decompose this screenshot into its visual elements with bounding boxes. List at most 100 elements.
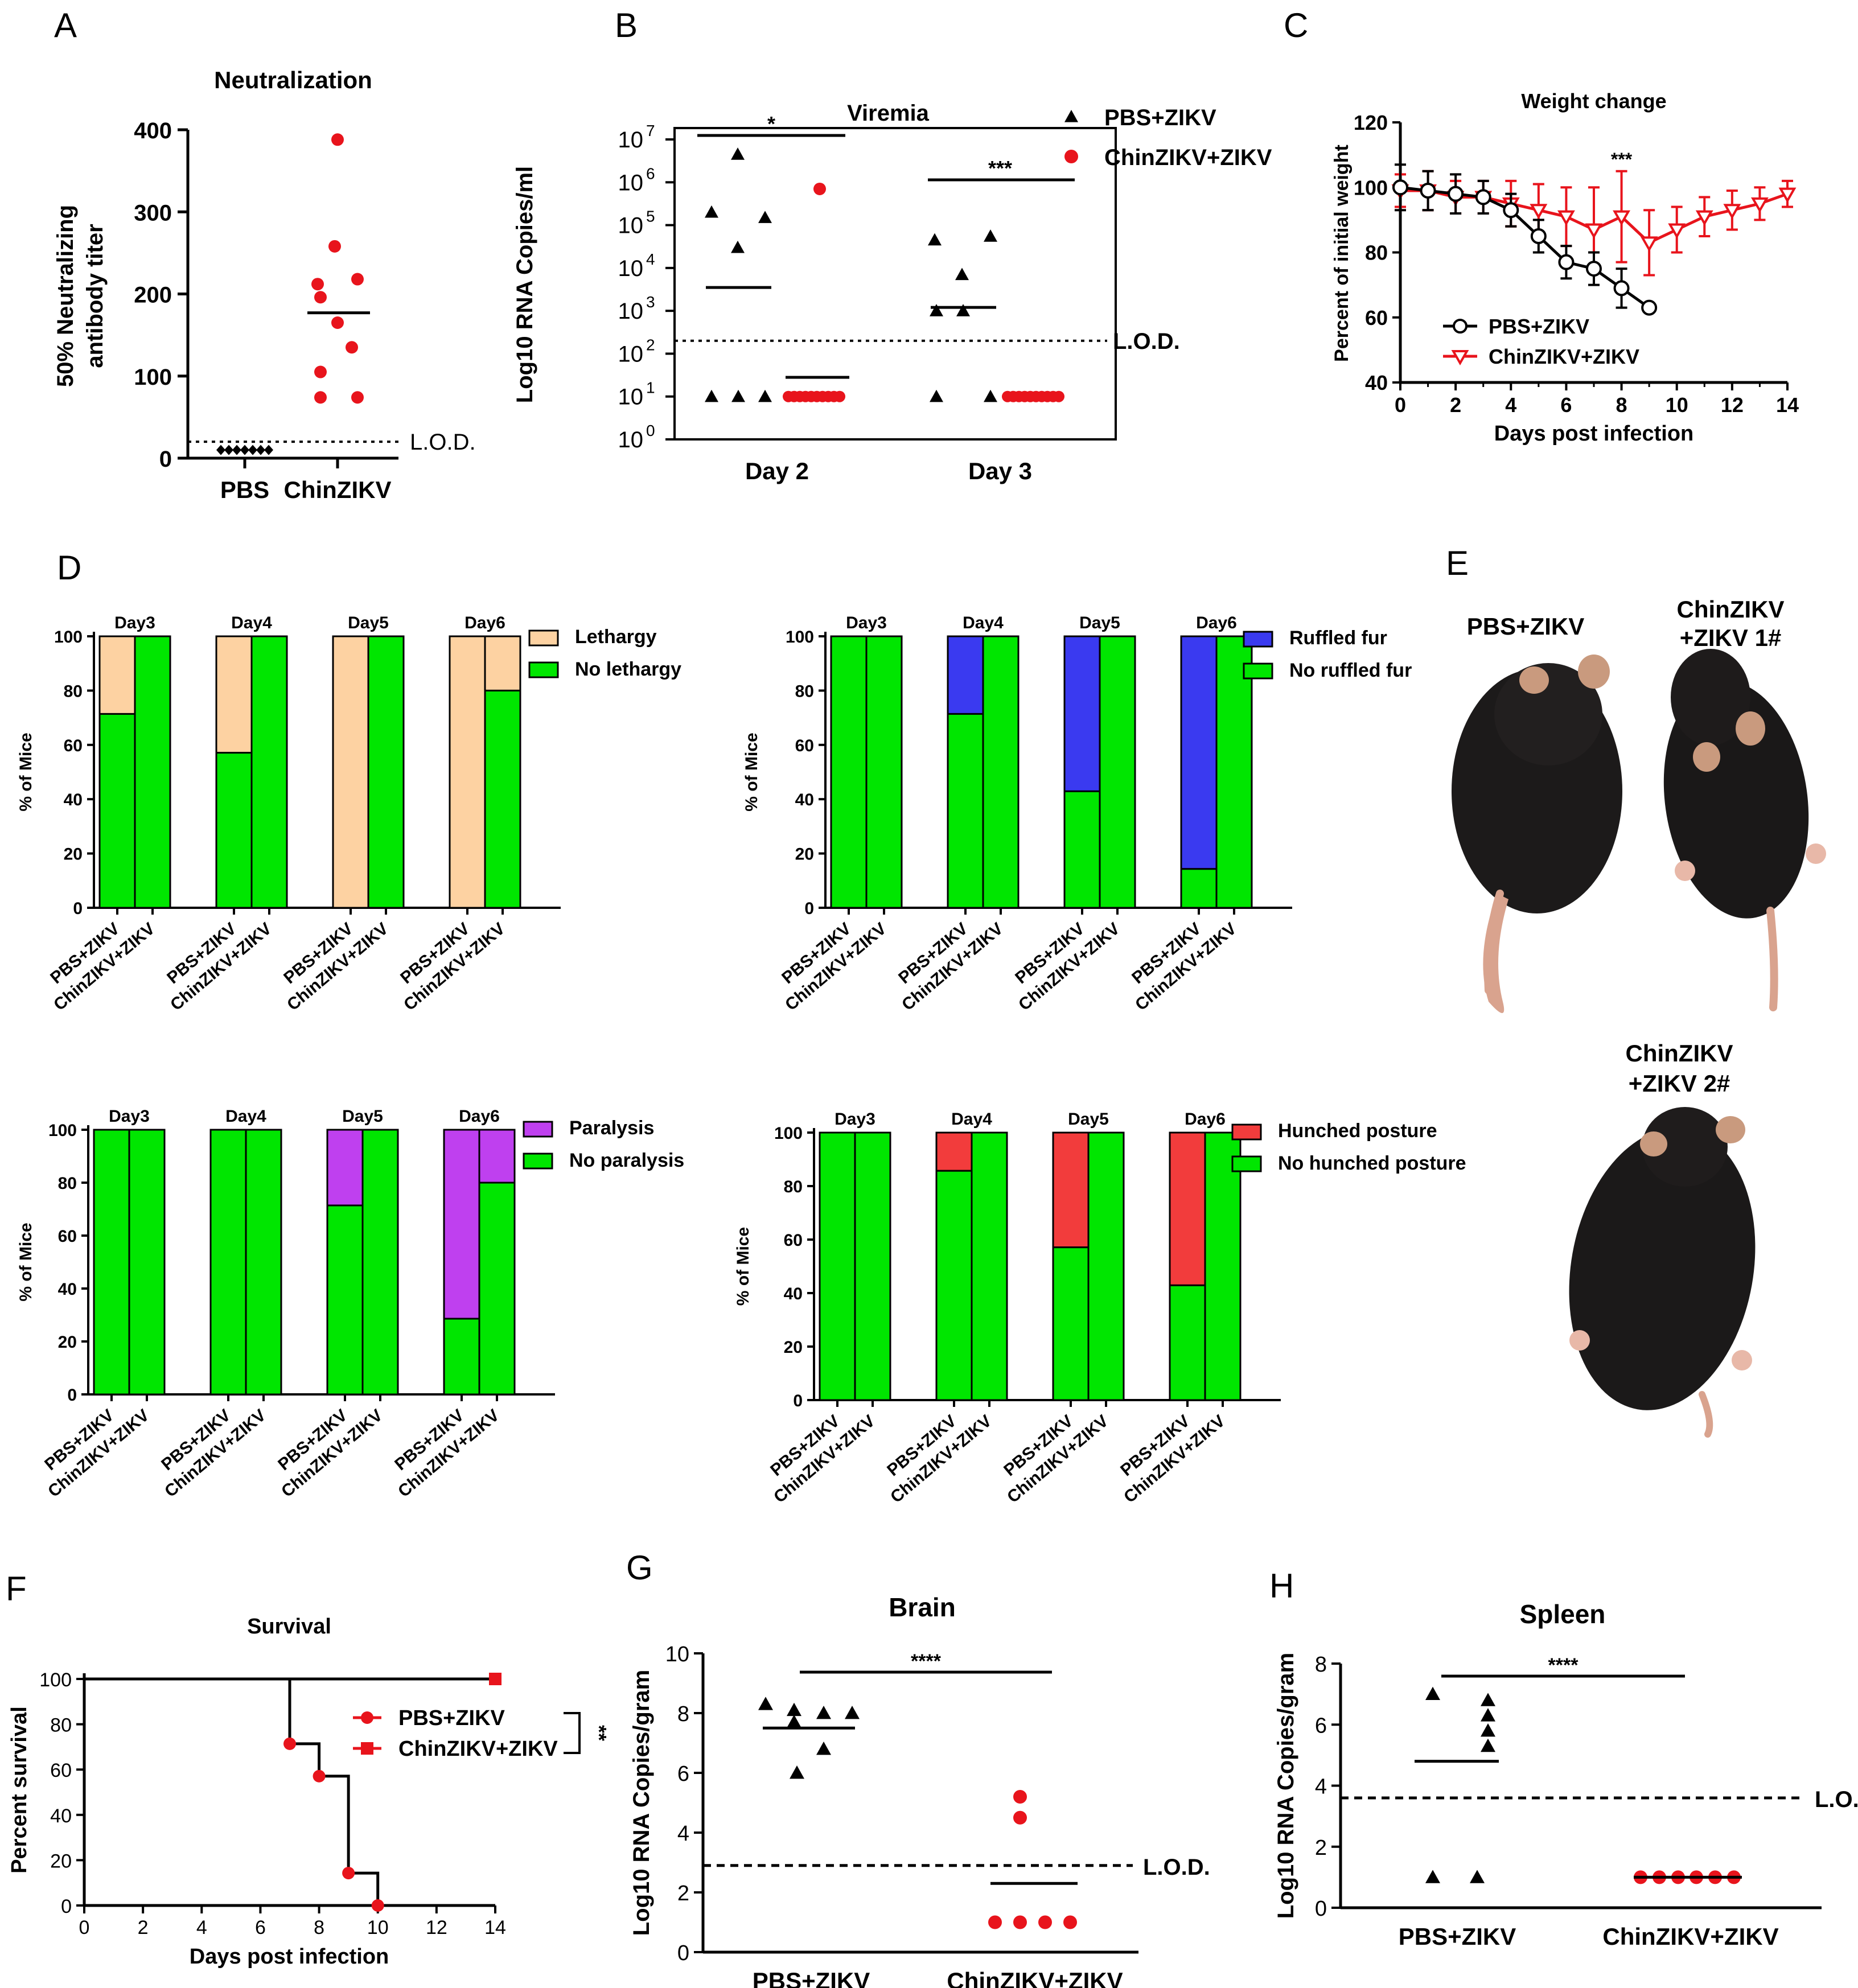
pbs-point [705,205,718,218]
pbs-point [758,1697,773,1710]
sig-label: **** [911,1651,942,1672]
legend-marker [1451,350,1469,366]
y-tick-label: 80 [50,1715,72,1736]
y-tick-label: 60 [784,1231,803,1250]
pbs-point [1558,254,1575,270]
chart-title: Spleen [1520,1599,1606,1629]
bar-segment-bottom [367,635,405,909]
chinzikv-point [1750,197,1769,213]
y-tick-label: 100 [786,628,814,647]
legend-label: No paralysis [569,1150,684,1171]
chinzikv-point [1038,1915,1052,1929]
pbs-point [1481,1723,1495,1737]
chinzikv-point [813,182,826,195]
panel-letter: A [54,6,77,44]
y-axis-label: antibody titer [83,224,108,368]
chinzikv-point [346,341,358,354]
panel-letter: C [1284,6,1308,44]
y-tick-label: 10 [618,256,644,281]
y-tick-label: 60 [50,1760,72,1781]
day-label: Day6 [464,614,505,632]
chinzikv-point [351,391,364,404]
chart-title: Brain [889,1592,956,1622]
legend-label: ChinZIKV+ZIKV [1104,145,1272,170]
bar-segment-top [1169,1131,1206,1286]
legend-swatch [528,629,559,647]
bar-segment-bottom [1099,635,1136,909]
pbs-line [1400,186,1650,309]
chinzikv-point [1695,210,1713,226]
bar-segment-top [98,635,136,715]
bar-segment-bottom [93,1129,130,1396]
y-tick-label: 100 [1354,176,1388,199]
panel-h: H Spleen 0 2 4 6 8 Log10 RNA Copies/gram PBS+ZIK… [1269,1567,1858,1950]
pbs-point [956,304,970,316]
legend-label: ChinZIKV+ZIKV [1489,345,1639,368]
x-axis-label: Days post infection [1494,422,1694,446]
pbs-point [930,389,943,402]
bar-segment-bottom [128,1129,166,1396]
y-tick-label: 120 [1354,111,1388,134]
y-tick-exponent: 6 [646,164,655,182]
pbs-point [1481,1693,1495,1706]
legend-marker [361,1711,373,1724]
y-tick-label: 10 [618,127,644,153]
pbs-point [1392,179,1408,196]
bar-segment-bottom [1180,868,1218,909]
bar-segment-bottom [935,1170,973,1401]
y-tick-label: 40 [58,1280,77,1299]
y-tick-label: 20 [50,1850,72,1872]
legend-label: PBS+ZIKV [398,1706,505,1730]
chinzikv-point [328,240,341,253]
pbs-point [928,233,942,246]
chinzikv-point [314,391,327,404]
bar-segment-bottom [971,1131,1008,1401]
bar-segment-bottom [134,635,171,909]
y-tick-label: 10 [618,299,644,324]
chinzikv-point [1530,204,1548,220]
legend-label: No hunched posture [1278,1153,1466,1174]
x-tick-label: 12 [1721,393,1744,417]
x-tick-label: 2 [1450,393,1461,417]
bar-segment-top [478,1129,516,1184]
y-tick-label: 0 [159,447,172,472]
pbs-point [758,211,772,223]
x-axis-label: Days post infection [190,1945,389,1969]
legend-swatch [1243,631,1273,648]
y-tick-label: 300 [134,200,172,225]
lod-label: L.O.D. [1143,1855,1210,1880]
chinzikv-point [1013,1790,1027,1804]
panel-a: A Neutralization 0 100 200 300 400 50% Neutrali… [53,6,476,503]
legend-label: Ruffled fur [1289,627,1387,649]
pbs-point [1470,1870,1485,1883]
lod-label: L.O.D. [1113,329,1180,354]
legend-marker [1064,150,1078,163]
y-tick-exponent: 7 [646,122,655,139]
sig-label: ** [587,1725,611,1741]
bar-segment-bottom [245,1129,282,1396]
y-tick-label: 20 [58,1333,77,1352]
y-tick-label: 10 [618,427,644,452]
panel-c: C Weight change 40 60 80 100 120 0 2 4 6 8 10 12 14 Day… [1284,6,1799,446]
bar-segment-top [1180,635,1218,870]
legend-marker [361,1742,373,1755]
x-tick-label: 14 [484,1917,506,1938]
pbs-event-point [342,1867,355,1880]
legend-swatch [523,1153,553,1170]
legend-label: No lethargy [575,658,681,680]
chinzikv-point [1613,210,1631,226]
chinzikv-point [834,390,845,402]
y-axis-label: Log10 RNA Copies/gram [629,1670,654,1936]
y-tick-label: 0 [61,1896,72,1917]
day-label: Day6 [1196,614,1237,632]
pbs-point [731,389,745,402]
pbs-point [705,389,718,402]
bar-segment-top [326,1129,364,1207]
bar-segment-bottom [1052,1246,1090,1401]
pbs-point [1420,182,1436,199]
bar-segment-bottom [947,713,984,909]
pbs-point [256,444,265,455]
x-tick-label: 8 [1616,393,1627,417]
